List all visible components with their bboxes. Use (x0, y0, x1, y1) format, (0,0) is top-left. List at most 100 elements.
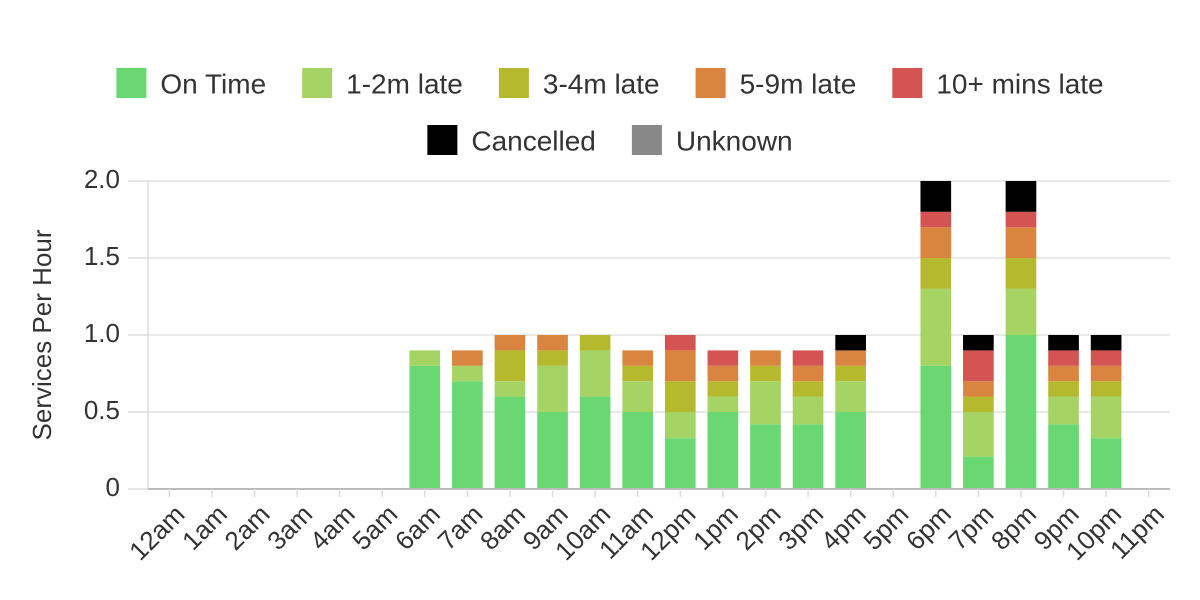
bar-segment (750, 365, 781, 382)
bar-segment (622, 350, 654, 366)
bar-segment (707, 412, 739, 489)
y-axis-label: Services Per Hour (27, 229, 57, 440)
bar-segment (792, 396, 824, 425)
bar-segment (963, 335, 994, 351)
bar-segment (537, 412, 568, 489)
bar-segment (664, 381, 696, 412)
y-tick-label: 0 (106, 472, 120, 502)
x-tick-label: 1pm (687, 499, 744, 556)
bar-segment (792, 365, 824, 382)
legend-label: Cancelled (471, 125, 596, 156)
legend-label: 5-9m late (740, 68, 857, 99)
legend-item: Cancelled (427, 125, 596, 156)
x-tick-label: 7pm (943, 499, 1000, 556)
bar-segment (1048, 424, 1079, 489)
legend-swatch (302, 68, 333, 98)
x-tick-label: 2am (219, 499, 276, 556)
bar-segment (494, 381, 526, 397)
bar-segment (409, 365, 441, 489)
bar-segment (1048, 396, 1079, 425)
x-tick-label: 5pm (857, 499, 914, 556)
bar-segment (664, 438, 696, 489)
bar-segment (750, 350, 781, 366)
bar-segment (579, 396, 611, 489)
bar-segment (1005, 181, 1037, 212)
y-tick-label: 1.5 (84, 241, 120, 271)
bar-segment (1090, 396, 1122, 439)
legend-swatch (427, 125, 458, 155)
legend-label: On Time (160, 68, 266, 99)
legend-item: 5-9m late (695, 68, 857, 99)
legend-label: Unknown (676, 125, 793, 156)
bar-segment (452, 350, 483, 366)
x-tick-label: 1am (176, 499, 233, 556)
legend-item: On Time (116, 68, 266, 99)
bar-segment (537, 335, 568, 351)
x-tick-label: 3am (261, 499, 318, 556)
bar-segment (1048, 365, 1079, 382)
bar-segment (1048, 381, 1079, 397)
legend-item: Unknown (631, 125, 793, 156)
bar-segment (452, 365, 483, 382)
bar-segment (835, 412, 866, 489)
bar-segment (1048, 335, 1079, 351)
bar-segment (1005, 211, 1037, 228)
bar-segment (835, 381, 866, 412)
bar-segment (920, 211, 952, 228)
legend-swatch (631, 125, 662, 155)
y-tick-label: 1.0 (84, 318, 120, 348)
bar-segment (707, 365, 739, 382)
x-tick-label: 4pm (815, 499, 872, 556)
legend-item: 3-4m late (498, 68, 660, 99)
bar-segment (835, 350, 866, 366)
x-tick-label: 3pm (772, 499, 829, 556)
bar-segment (537, 365, 568, 412)
bar-segment (1005, 227, 1037, 258)
bar-segment (835, 365, 866, 382)
bar-segment (1090, 381, 1122, 397)
x-tick-label: 6am (389, 499, 446, 556)
bar-segment (963, 396, 994, 412)
bar-segment (1090, 335, 1122, 351)
bar-segment (707, 396, 739, 412)
bar-segment (963, 350, 994, 382)
x-tick-label: 7am (432, 499, 489, 556)
bar-segment (835, 335, 866, 351)
x-tick-label: 5am (346, 499, 403, 556)
bar-segment (920, 258, 952, 289)
bar-segment (707, 350, 739, 366)
bar-segment (963, 381, 994, 397)
bar-segment (1090, 350, 1122, 366)
bar-segment (1048, 350, 1079, 366)
bar-segment (579, 335, 611, 351)
bar-segment (409, 350, 441, 366)
legend-swatch (892, 68, 923, 98)
legend-swatch (695, 68, 726, 98)
bar-segment (664, 350, 696, 382)
bar-segment (707, 381, 739, 397)
bar-segment (750, 381, 781, 425)
bar-segment (537, 350, 568, 366)
bar-segment (1005, 288, 1037, 335)
bar-segment (494, 335, 526, 351)
legend-label: 1-2m late (346, 68, 463, 99)
x-tick-label: 8pm (985, 499, 1042, 556)
bar-segment (494, 350, 526, 382)
x-tick-label: 4am (304, 499, 361, 556)
bar-segment (750, 424, 781, 489)
legend-swatch (498, 68, 529, 98)
legend-swatch (116, 68, 147, 98)
bar-segment (452, 381, 483, 489)
legend: On Time 1-2m late 3-4m late 5-9m late 10+ mi… (116, 68, 1104, 156)
x-tick-label: 2pm (730, 499, 787, 556)
bar-segment (1090, 365, 1122, 382)
bar-segment (963, 412, 994, 457)
y-tick-label: 2.0 (84, 164, 120, 194)
bar-segment (579, 350, 611, 397)
bar-segment (920, 227, 952, 258)
bar-segment (920, 288, 952, 366)
bar-segment (622, 381, 654, 412)
bar-segment (664, 412, 696, 439)
bar-segment (494, 396, 526, 489)
bar-segment (622, 412, 654, 489)
